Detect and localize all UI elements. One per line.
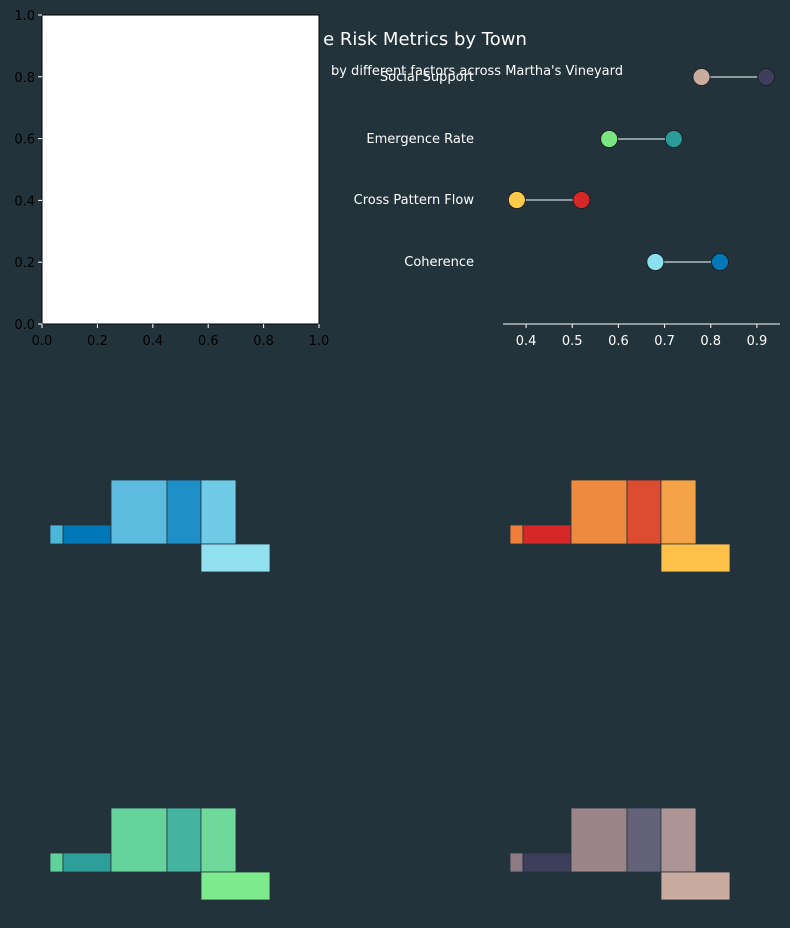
dumbbell-point-low	[692, 68, 711, 86]
town-region	[660, 543, 731, 573]
empty-axes-panel: 0.0 0.2 0.4 0.6 0.8 1.0 0.0 0.2 0.4 0.6 0.8 1.0	[14, 9, 329, 349]
x-tick-label: 0.7	[654, 334, 675, 349]
dumbbell-point-low	[600, 130, 619, 148]
town-region	[660, 871, 731, 901]
y-tick-label: 0.8	[14, 71, 35, 86]
town-region	[166, 807, 202, 873]
dumbbell-point-high	[572, 191, 591, 209]
x-tick-label: 0.5	[562, 334, 583, 349]
x-tick-label: 0.2	[87, 334, 108, 349]
town-region	[62, 524, 112, 545]
y-tick-label: 0.2	[14, 256, 35, 271]
town-region	[570, 479, 628, 545]
x-tick-label: 1.0	[309, 334, 330, 349]
x-tick-label: 0.6	[198, 334, 219, 349]
x-tick-label: 0.8	[253, 334, 274, 349]
town-region	[49, 524, 64, 545]
town-region	[660, 807, 697, 873]
y-tick-label: 0.4	[14, 194, 35, 209]
map-top-right	[509, 479, 731, 573]
category-label: Cross Pattern Flow	[354, 193, 475, 208]
dumbbell-point-low	[507, 191, 526, 209]
map-top-left	[49, 479, 271, 573]
map-bottom-right	[509, 807, 731, 901]
town-region	[626, 807, 662, 873]
town-region	[110, 479, 168, 545]
dumbbell-point-low	[646, 253, 665, 271]
figure-subtitle: by different factors across Martha's Vin…	[331, 64, 623, 79]
town-region	[200, 543, 271, 573]
town-region	[166, 479, 202, 545]
dumbbell-chart: 0.4 0.5 0.6 0.7 0.8 0.9 Social Support Emergenc…	[354, 68, 780, 349]
town-region	[626, 479, 662, 545]
dumbbell-point-high	[757, 68, 776, 86]
x-tick-label: 0.6	[608, 334, 629, 349]
y-tick-label: 1.0	[14, 9, 35, 24]
x-tick-label: 0.0	[32, 334, 53, 349]
x-tick-label: 0.8	[700, 334, 721, 349]
town-region	[570, 807, 628, 873]
town-region	[200, 479, 237, 545]
town-region	[200, 807, 237, 873]
category-label: Coherence	[404, 255, 474, 270]
x-tick-label: 0.4	[142, 334, 163, 349]
y-tick-label: 0.0	[14, 318, 35, 333]
town-region	[509, 524, 524, 545]
town-region	[522, 852, 572, 873]
y-tick-label: 0.6	[14, 133, 35, 148]
category-label: Social Support	[380, 70, 474, 85]
town-region	[62, 852, 112, 873]
town-region	[110, 807, 168, 873]
empty-axes-frame	[41, 14, 320, 325]
town-region	[49, 852, 64, 873]
town-region	[660, 479, 697, 545]
dumbbell-point-high	[711, 253, 729, 271]
town-region	[200, 871, 271, 901]
map-bottom-left	[49, 807, 271, 901]
category-label: Emergence Rate	[366, 132, 474, 147]
dumbbell-point-high	[664, 130, 683, 148]
town-region	[522, 524, 572, 545]
x-tick-label: 0.9	[747, 334, 768, 349]
figure-title: e Risk Metrics by Town	[323, 29, 527, 50]
x-tick-label: 0.4	[516, 334, 537, 349]
town-region	[509, 852, 524, 873]
